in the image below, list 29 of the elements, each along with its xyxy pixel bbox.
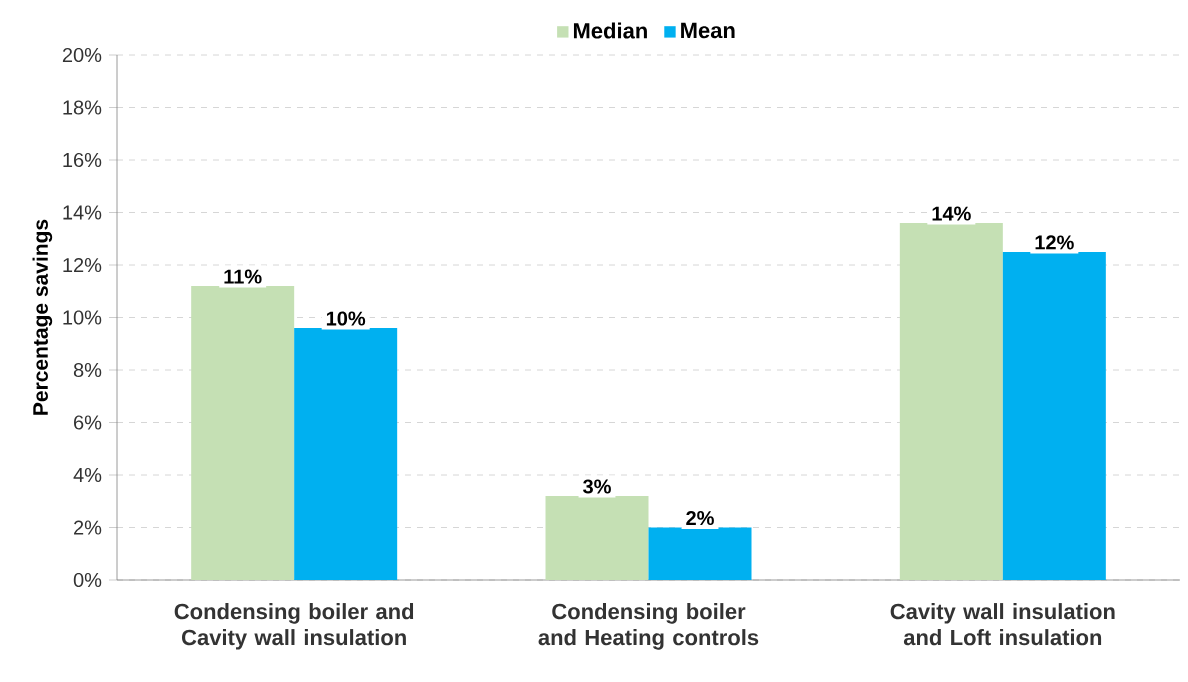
y-tick-label: 14% — [63, 205, 102, 220]
y-tick-label: 10% — [63, 310, 102, 325]
data-label: 2% — [686, 510, 714, 526]
data-label: 3% — [583, 479, 611, 494]
y-axis-title: Percentage savings — [32, 219, 53, 415]
x-tick-label: Condensing boiler and Cavity wall insulation — [174, 603, 414, 650]
bar — [899, 223, 1003, 580]
y-tick-label: 18% — [63, 100, 102, 115]
bar — [1002, 251, 1106, 580]
y-tick-label: 0% — [73, 572, 102, 588]
legend-label: Mean — [681, 22, 735, 39]
y-tick-label: 20% — [62, 47, 102, 63]
y-tick-label: 8% — [73, 362, 102, 378]
data-label: 12% — [1035, 235, 1074, 250]
x-tick-label: Condensing boiler and Heating controls — [538, 603, 759, 650]
bar — [294, 328, 398, 580]
y-tick-label: 16% — [63, 152, 102, 168]
legend-label: Median — [573, 22, 647, 39]
y-tick-label: 4% — [73, 467, 102, 483]
x-tick-label: Cavity wall insulation and Loft insulation — [890, 603, 1115, 646]
data-label: 14% — [932, 206, 971, 221]
data-label: 11% — [224, 269, 262, 284]
y-tick-label: 2% — [74, 520, 102, 535]
bar — [648, 527, 752, 580]
data-label: 10% — [326, 311, 366, 326]
y-tick-label: 12% — [63, 257, 102, 273]
bar — [545, 496, 649, 580]
y-tick-label: 6% — [74, 415, 102, 430]
bar — [191, 286, 295, 580]
